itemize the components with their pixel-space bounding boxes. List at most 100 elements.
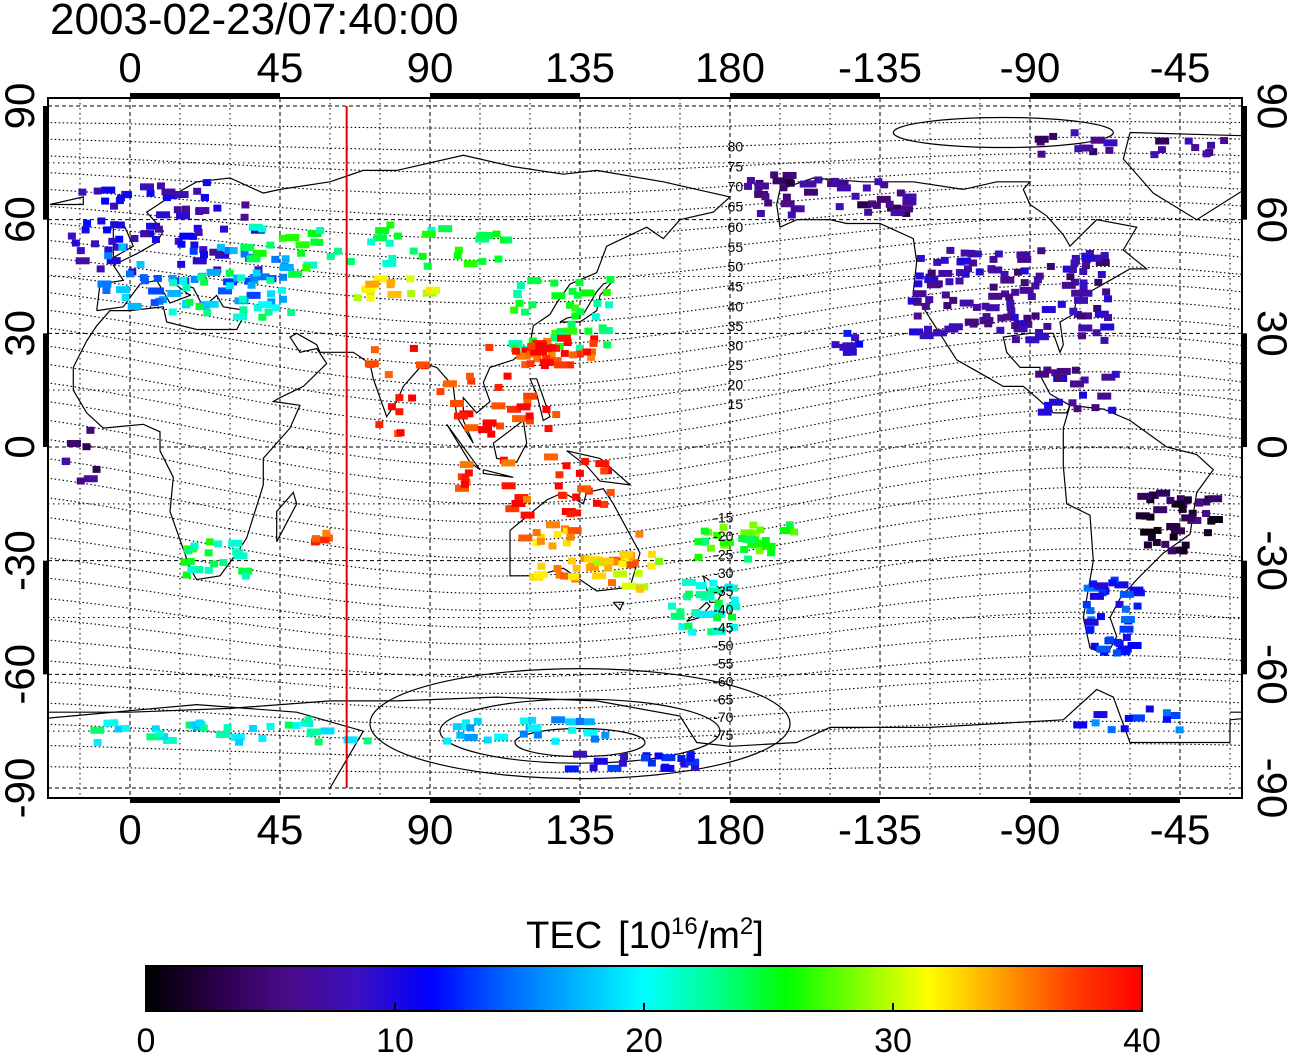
tec-point (76, 477, 85, 485)
tec-point (533, 731, 542, 739)
tec-point (160, 733, 169, 741)
tec-point (989, 283, 998, 291)
tec-point (1152, 538, 1161, 546)
tec-point (943, 302, 952, 310)
tec-point (1208, 495, 1223, 503)
tec-point (507, 405, 522, 413)
tec-point (465, 372, 474, 380)
tec-point (782, 171, 797, 179)
tec-point (1111, 370, 1120, 378)
bottom-longitude-ticks: 0 45 90 135 180 -135 -90 -45 (118, 806, 1210, 853)
frame-bar (730, 797, 880, 803)
tec-point (862, 184, 871, 192)
maglat-contour (48, 335, 1242, 408)
tec-point (938, 269, 953, 277)
tec-point (523, 392, 538, 400)
tec-point (620, 752, 629, 760)
timestamp-title: 2003-02-23/07:40:00 (50, 0, 459, 44)
tec-point (464, 424, 479, 432)
tec-point (482, 419, 497, 427)
tec-point (711, 627, 726, 635)
tec-point (591, 313, 600, 321)
tec-point (604, 564, 613, 572)
tec-point (1191, 144, 1200, 152)
maglat-contour (48, 633, 1242, 678)
tec-point (552, 411, 561, 419)
tec-point (123, 191, 132, 199)
tec-point (985, 304, 1000, 312)
pole-contour (369, 667, 791, 780)
tec-point (182, 284, 191, 292)
frame-bar (1030, 797, 1180, 803)
tec-point (76, 247, 85, 255)
tec-point (1079, 391, 1088, 399)
tec-point (199, 724, 208, 732)
tec-point (589, 764, 598, 772)
tec-point (204, 566, 213, 574)
tec-point (195, 566, 204, 574)
tec-point (146, 733, 161, 741)
tec-point (567, 320, 576, 328)
tec-point (761, 193, 770, 201)
tec-point (975, 268, 984, 276)
tec-point (546, 521, 561, 529)
maglat-contour (48, 408, 1242, 486)
tec-point (761, 542, 776, 550)
frame-black-bars (43, 93, 1247, 803)
tec-point (612, 570, 627, 578)
tec-point (956, 257, 971, 265)
tec-point (864, 208, 873, 216)
tec-point (408, 394, 417, 402)
tec-point (292, 721, 301, 729)
tec-point (284, 721, 293, 729)
maglat-contour (48, 136, 1242, 152)
tec-point (1051, 369, 1060, 377)
tec-point (478, 426, 493, 434)
tec-point (177, 260, 186, 268)
tec-point (116, 286, 131, 294)
tec-point (504, 236, 513, 244)
tec-point (1079, 279, 1088, 287)
tec-point (162, 736, 177, 744)
tec-point (519, 717, 528, 725)
left-lat-label: -30 (0, 530, 43, 591)
tec-point (605, 301, 614, 309)
tec-point (1091, 404, 1100, 412)
tec-point (249, 273, 258, 281)
tec-point (1129, 586, 1144, 594)
right-lat-label: -30 (1249, 530, 1292, 591)
frame-bar (430, 797, 580, 803)
tec-point (684, 622, 693, 630)
tec-point (555, 471, 564, 479)
colorbar-tick-label: 30 (874, 1022, 912, 1057)
tec-point (186, 557, 195, 565)
contour-label: 45 (728, 279, 744, 295)
tec-point (886, 204, 901, 212)
tec-point (562, 462, 571, 470)
tec-point (151, 235, 160, 243)
tec-point (713, 614, 722, 622)
tec-point (567, 527, 582, 535)
tec-point (443, 737, 452, 745)
tec-point (302, 264, 311, 272)
bottom-lon-label: 45 (257, 806, 304, 853)
tec-point (92, 465, 101, 473)
tec-point (1071, 366, 1080, 374)
tec-point (1135, 512, 1150, 520)
tec-point (719, 523, 728, 531)
tec-point (82, 443, 91, 451)
tec-point (1003, 313, 1012, 321)
tec-point (577, 485, 592, 493)
tec-point (902, 198, 917, 206)
tec-point (779, 184, 788, 192)
tec-point (1080, 376, 1089, 384)
tec-point (1035, 370, 1050, 378)
colorbar-title: TEC [1016/m2] (526, 913, 764, 957)
tec-point (473, 717, 482, 725)
tec-point (237, 274, 246, 282)
tec-point (315, 239, 324, 247)
maglat-contour (48, 371, 1242, 447)
tec-point (304, 716, 313, 724)
tec-point (790, 528, 799, 536)
